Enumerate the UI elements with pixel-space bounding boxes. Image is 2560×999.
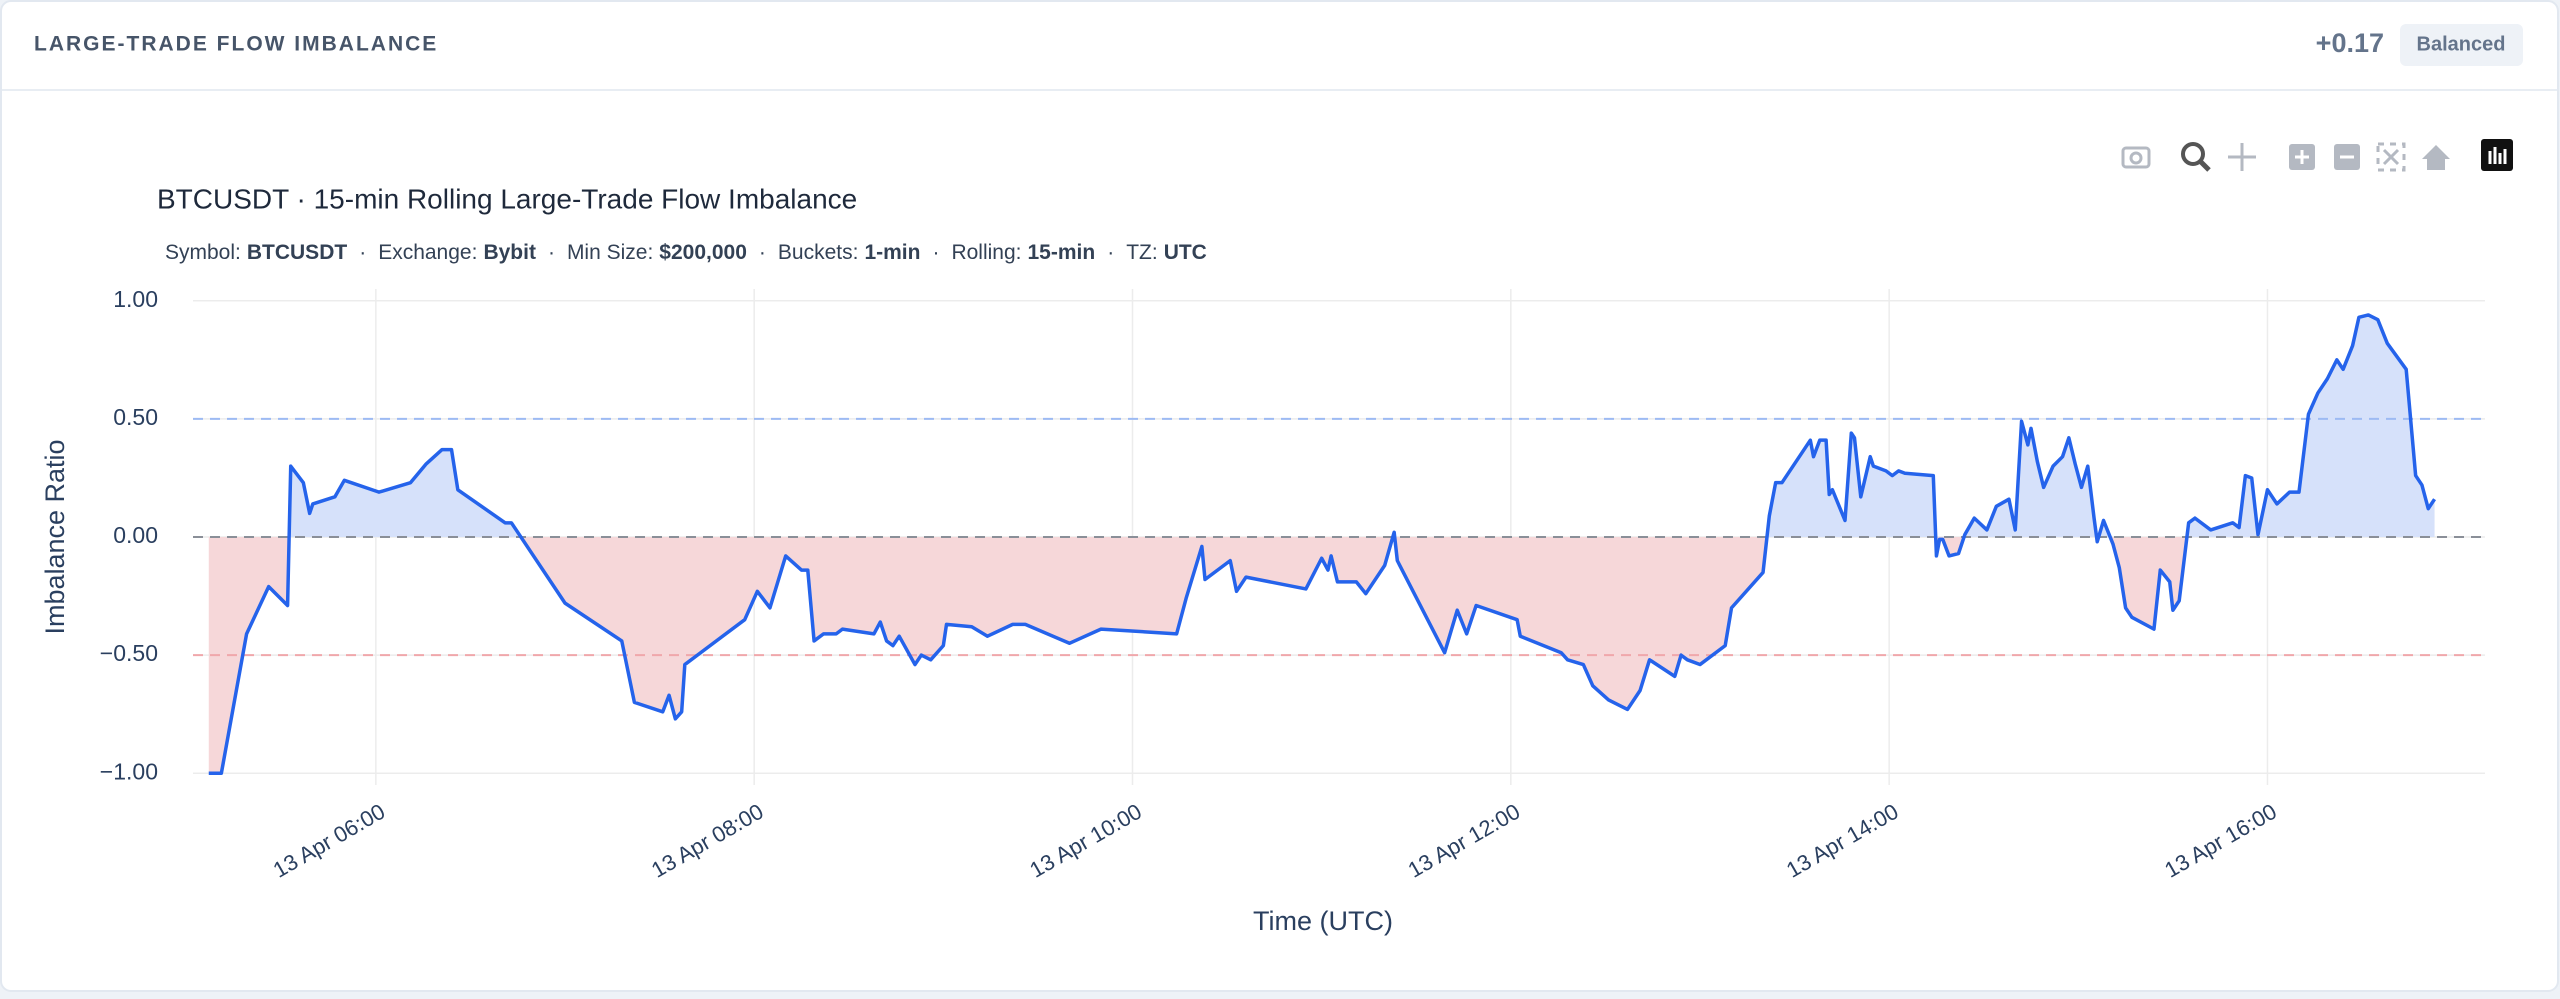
subtitle-value: Bybit: [483, 241, 536, 264]
subtitle-label: Symbol:: [165, 241, 241, 264]
camera-button[interactable]: [2121, 146, 2151, 169]
subtitle-label: Exchange:: [378, 241, 477, 264]
y-tick-label: 1.00: [113, 286, 158, 312]
series-line: [208, 313, 2437, 775]
y-tick-label: 0.50: [113, 404, 158, 430]
positive-area: [208, 314, 2435, 537]
reset-button[interactable]: [2422, 145, 2450, 170]
subtitle-value: 15-min: [1028, 241, 1096, 264]
chart-title: BTCUSDT · 15-min Rolling Large-Trade Flo…: [157, 183, 857, 214]
x-axis-title: Time (UTC): [1253, 906, 1393, 936]
subtitle-label: TZ:: [1126, 241, 1158, 264]
subtitle-value: UTC: [1164, 241, 1207, 264]
y-tick-label: −0.50: [100, 640, 158, 666]
status-badge: [2400, 24, 2523, 66]
subtitle-label: Rolling:: [951, 241, 1021, 264]
imbalance-value: +0.17: [2316, 28, 2384, 58]
subtitle-separator: ·: [1107, 241, 1114, 264]
zoom-out-button[interactable]: [2334, 144, 2360, 170]
modebar[interactable]: [2121, 139, 2513, 172]
subtitle-separator: ·: [548, 241, 555, 264]
y-axis-title: Imbalance Ratio: [40, 439, 70, 634]
pan-button[interactable]: [2228, 143, 2256, 171]
subtitle-label: Min Size:: [567, 241, 653, 264]
subtitle-separator: ·: [759, 241, 766, 264]
status-badge-label: Balanced: [2417, 33, 2506, 55]
subtitle-label: Buckets:: [778, 241, 859, 264]
subtitle-value: 1-min: [864, 241, 920, 264]
plotly-logo[interactable]: [2481, 139, 2513, 171]
subtitle-separator: ·: [359, 241, 366, 264]
subtitle-value: BTCUSDT: [247, 241, 347, 264]
y-tick-label: −1.00: [100, 758, 158, 784]
y-tick-label: 0.00: [113, 522, 158, 548]
subtitle-value: $200,000: [659, 241, 747, 264]
zoom-button[interactable]: [2181, 142, 2211, 172]
chart-subtitle: Symbol: BTCUSDT · Exchange: Bybit · Min Size: $…: [165, 241, 1207, 264]
panel-title: LARGE-TRADE FLOW IMBALANCE: [34, 33, 438, 56]
negative-area: [208, 537, 2435, 774]
subtitle-separator: ·: [932, 241, 939, 264]
autoscale-button[interactable]: [2376, 142, 2406, 172]
zoom-in-button[interactable]: [2289, 144, 2315, 170]
